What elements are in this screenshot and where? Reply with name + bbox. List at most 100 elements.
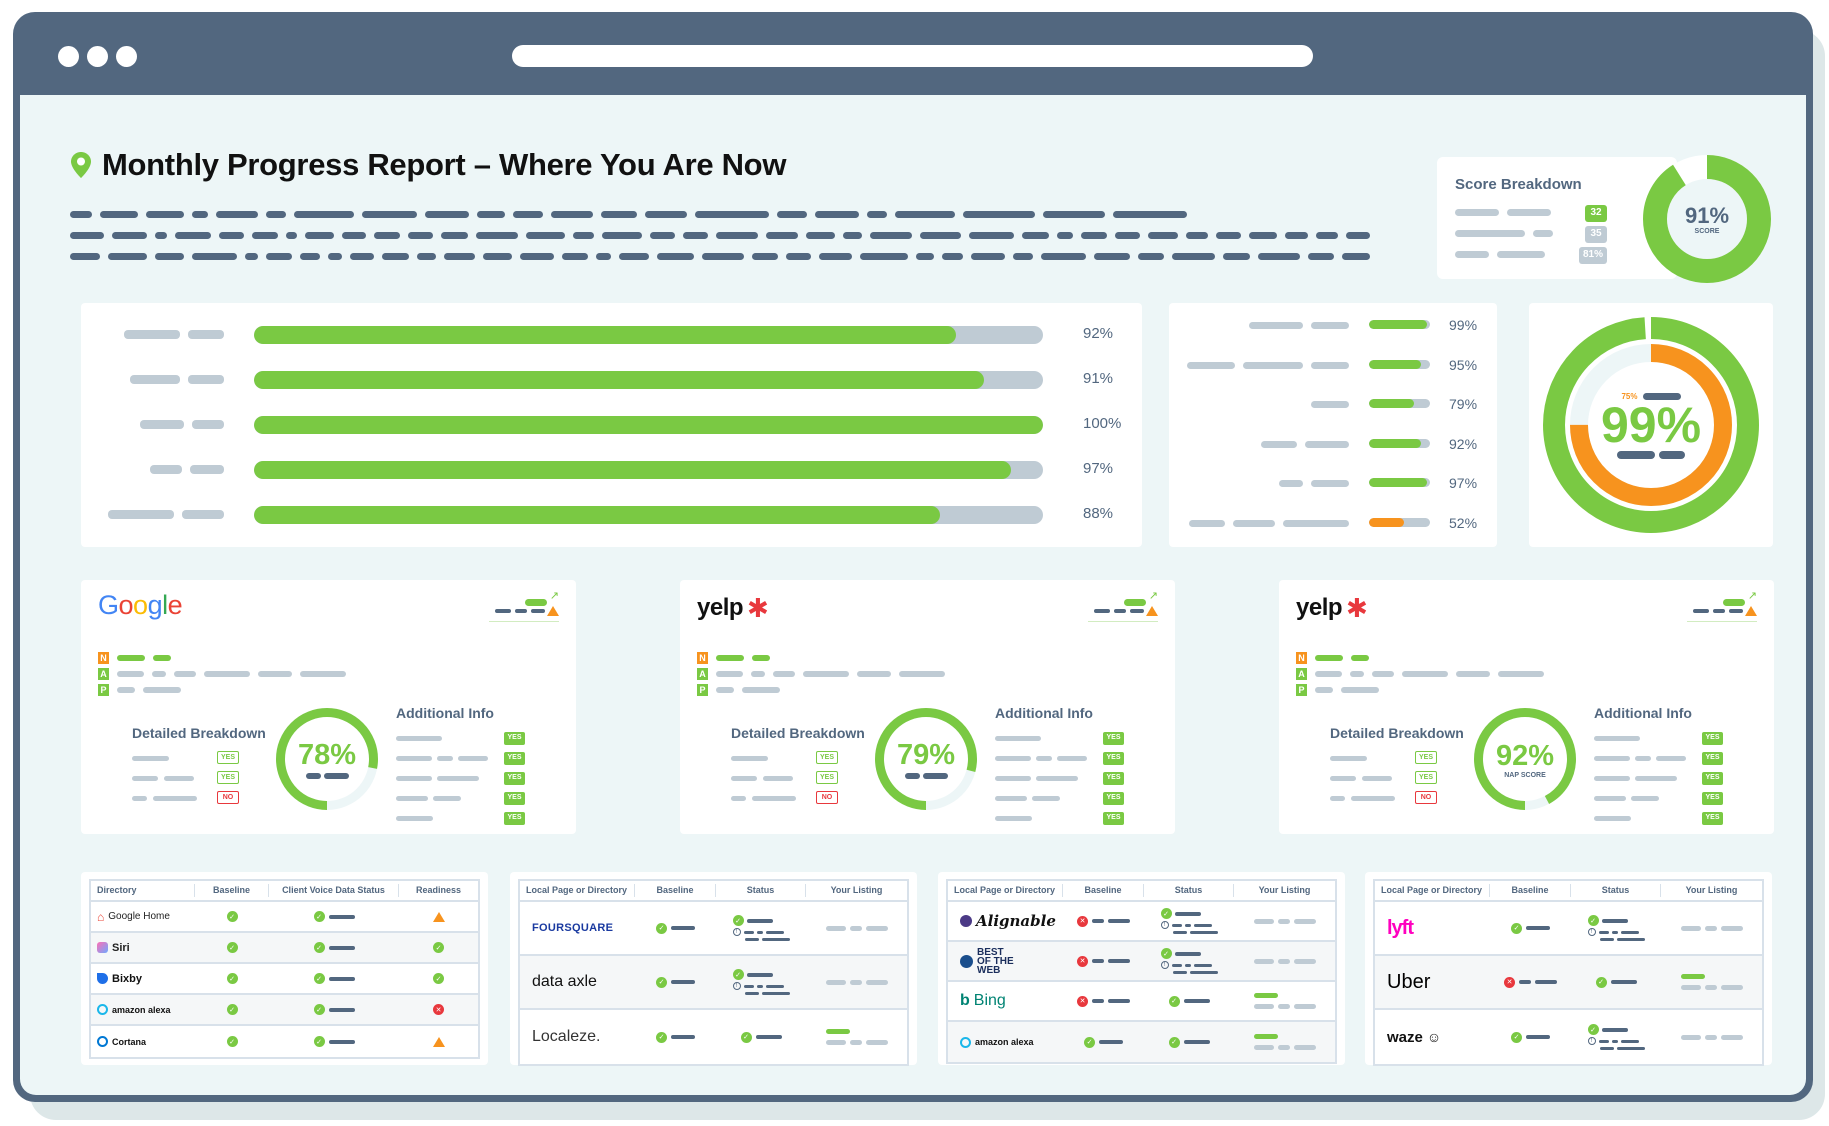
text-placeholder [1601,918,1628,923]
text-placeholder [1249,232,1278,239]
text-placeholder [1253,958,1274,964]
text-placeholder [1277,918,1290,924]
text-placeholder [742,687,780,693]
column-header: Local Page or Directory [520,884,635,897]
nap-letter: A [98,668,109,680]
score-breakdown-row [1455,209,1551,216]
text-placeholder [437,756,453,761]
text-placeholder [408,232,434,239]
directory-cell: data axle [520,973,635,991]
error-icon: ✕ [1077,955,1088,967]
table-row[interactable]: FOURSQUARE ✓ ✓! [520,902,907,956]
text-placeholder [1187,361,1235,369]
text-placeholder [865,979,888,985]
text-placeholder [1189,971,1218,974]
window-dot-minimize[interactable] [87,46,108,67]
text-placeholder [124,330,180,339]
text-placeholder [244,253,258,260]
baseline-cell: ✓ [635,976,716,988]
table-row[interactable]: amazon alexa ✓ ✓ ✕ [91,995,478,1026]
text-placeholder [1611,930,1618,934]
progress-label [108,510,224,519]
table-row[interactable]: Cortana ✓ ✓ [91,1026,478,1057]
status-cell: ✓! [1144,948,1234,974]
status-detail: ✓! [732,969,790,995]
table-row[interactable]: amazon alexa ✓ ✓ [948,1022,1335,1062]
text-placeholder [155,253,184,260]
table-row[interactable]: waze ☺ ✓ ✓! [1375,1010,1762,1064]
text-placeholder [513,211,543,218]
progress-fill [254,371,984,389]
directory-table-card: Local Page or Directory Baseline Status You… [1365,872,1772,1066]
listing-detail [1253,918,1316,924]
text-placeholder [1293,1045,1316,1050]
score-badge: 32 [1585,205,1607,222]
table-row[interactable]: BEST OF THE WEB ✕ ✓! [948,942,1335,982]
text-placeholder [1351,655,1369,661]
overall-donut-chart: 75% 99% [1543,317,1759,533]
text-placeholder [716,671,743,677]
external-link-icon[interactable]: ↗ [1148,590,1158,602]
text-placeholder [746,972,773,977]
platform-score-value: 79% [896,739,956,771]
table-row[interactable]: ⌂ Google Home ✓ ✓ [91,902,478,933]
yelp-logo: yelp ✱ [1296,593,1368,623]
text-placeholder [849,1040,862,1045]
text-placeholder [477,211,505,218]
detailed-row [731,796,796,801]
table-row[interactable]: Uber ✕ ✓ [1375,956,1762,1010]
mini-bar-fill [1369,438,1422,448]
text-placeholder [1611,1039,1618,1043]
text-placeholder [164,776,194,781]
table-row[interactable]: Bixby ✓ ✓ ✓ [91,964,478,995]
address-bar[interactable] [512,45,1313,67]
text-placeholder [265,253,293,260]
text-placeholder [373,232,401,239]
yes-badge: YES [217,751,239,764]
column-header: Baseline [195,884,269,897]
column-header: Local Page or Directory [948,884,1063,897]
progress-row: 88% [81,504,1142,524]
overall-sub-label [1617,450,1685,459]
external-link-icon[interactable]: ↗ [549,590,559,602]
column-header: Your Listing [1258,885,1311,895]
table-row[interactable]: Siri ✓ ✓ ✓ [91,933,478,964]
table-row[interactable]: Alignable ✕ ✓! [948,902,1335,942]
text-placeholder [146,211,184,218]
table-row[interactable]: lyft ✓ ✓! [1375,902,1762,956]
text-placeholder [1293,1004,1316,1009]
text-placeholder [1308,253,1334,260]
listing-placeholder [1253,993,1278,998]
text-placeholder [286,232,297,239]
window-dot-close[interactable] [58,46,79,67]
baseline-cell: ✓ [195,942,269,953]
text-placeholder [843,232,862,239]
window-dot-maximize[interactable] [116,46,137,67]
text-placeholder [895,211,955,218]
platform-score-donut: 92% NAP SCORE [1474,708,1576,810]
listing-placeholder [1680,974,1705,979]
text-placeholder [1233,519,1275,527]
table-row[interactable]: data axle ✓ ✓! [520,956,907,1010]
progress-value: 100% [1083,415,1122,432]
external-link-icon[interactable]: ↗ [1747,590,1757,602]
mini-bar-value: 99% [1449,317,1478,333]
report-content: Monthly Progress Report – Where You Are … [20,95,1806,1095]
text-placeholder [475,232,519,239]
status-detail: ✓! [1160,948,1218,974]
additional-info-title: Additional Info [1594,705,1692,721]
platform-score-value: 78% [297,739,357,771]
text-placeholder [1283,519,1349,527]
mini-bar-fill [1369,478,1427,487]
table-row[interactable]: b Bing ✕ ✓ [948,982,1335,1022]
status-cell: ✓ [1571,976,1661,988]
warning-icon [432,1036,445,1047]
text-placeholder [761,992,790,995]
text-placeholder [1635,756,1651,761]
mini-bar-track [1369,399,1430,408]
text-placeholder [1261,440,1297,448]
progress-label [150,465,224,474]
baseline-cell: ✕ [1063,915,1144,927]
table-row[interactable]: Localeze. ✓ ✓ [520,1010,907,1064]
